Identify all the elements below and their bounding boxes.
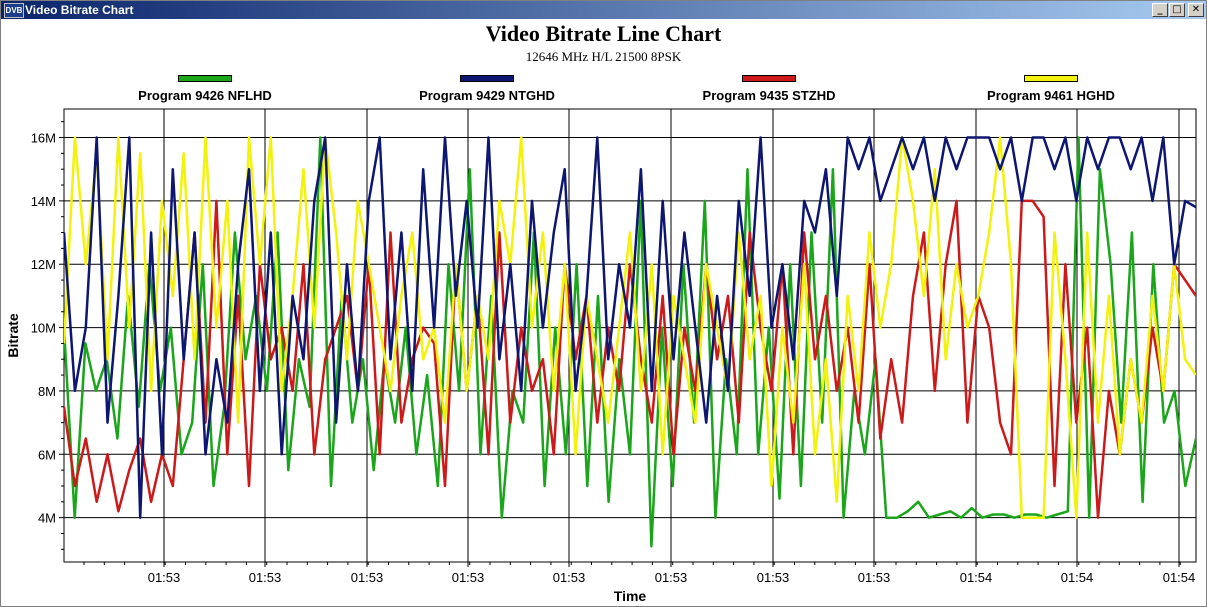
x-tick-label: 01:54 xyxy=(1163,570,1196,585)
series-line-2 xyxy=(64,199,1196,519)
x-tick-label: 01:54 xyxy=(960,570,993,585)
legend-label: Program 9429 NTGHD xyxy=(419,88,555,103)
maximize-button[interactable]: □ xyxy=(1169,3,1185,17)
y-tick-label: 10M xyxy=(31,321,56,336)
series-line-1 xyxy=(64,136,1196,519)
series-line-0 xyxy=(64,136,1196,548)
legend-item-hghd: Program 9461 HGHD xyxy=(951,75,1151,103)
y-tick-label: 16M xyxy=(31,131,56,146)
x-tick-label: 01:53 xyxy=(858,570,891,585)
legend-swatch xyxy=(1024,75,1078,82)
x-tick-label: 01:53 xyxy=(757,570,790,585)
series-line-3 xyxy=(64,136,1196,519)
y-tick-label: 12M xyxy=(31,257,56,272)
x-tick-label: 01:53 xyxy=(655,570,688,585)
x-tick-label: 01:53 xyxy=(249,570,282,585)
y-tick-label: 4M xyxy=(38,511,56,526)
legend-item-stzhd: Program 9435 STZHD xyxy=(669,75,869,103)
chart-subtitle: 12646 MHz H/L 21500 8PSK xyxy=(525,49,682,64)
window-title: Video Bitrate Chart xyxy=(25,3,134,17)
minimize-button[interactable]: _ xyxy=(1152,3,1168,17)
legend-item-nflhd: Program 9426 NFLHD xyxy=(105,75,305,103)
y-axis-label: Bitrate xyxy=(5,313,21,358)
legend-label: Program 9435 STZHD xyxy=(702,88,836,103)
y-tick-label: 6M xyxy=(38,447,56,462)
legend-label: Program 9461 HGHD xyxy=(987,88,1115,103)
x-tick-label: 01:53 xyxy=(148,570,181,585)
dvb-app-icon: DVB xyxy=(4,3,24,18)
x-tick-label: 01:53 xyxy=(452,570,485,585)
chart-title: Video Bitrate Line Chart xyxy=(485,21,722,46)
legend-swatch xyxy=(742,75,796,82)
x-tick-label: 01:53 xyxy=(553,570,586,585)
legend-swatch xyxy=(178,75,232,82)
x-tick-label: 01:53 xyxy=(351,570,384,585)
y-tick-label: 14M xyxy=(31,194,56,209)
legend-swatch xyxy=(460,75,514,82)
close-button[interactable]: ✕ xyxy=(1188,3,1204,17)
x-tick-label: 01:54 xyxy=(1061,570,1094,585)
x-axis-label: Time xyxy=(614,588,647,604)
title-bar[interactable]: DVB Video Bitrate Chart _ □ ✕ xyxy=(1,1,1206,19)
y-tick-label: 8M xyxy=(38,384,56,399)
legend-label: Program 9426 NFLHD xyxy=(138,88,272,103)
legend-item-ntghd: Program 9429 NTGHD xyxy=(387,75,587,103)
